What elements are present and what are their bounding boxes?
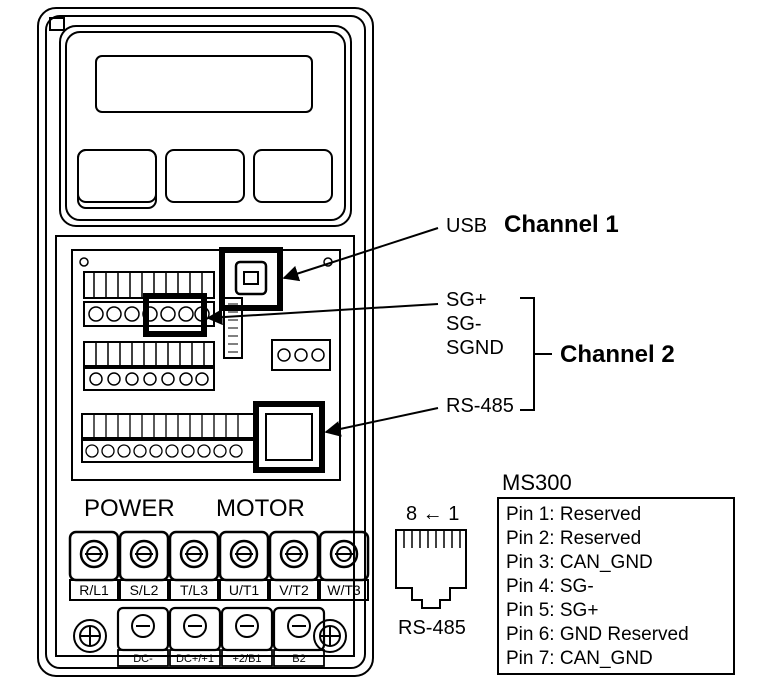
rj-top-note: 8 ← 1 <box>406 503 459 525</box>
dc-terminal-label: B2 <box>292 653 305 665</box>
terminal-label: S/L2 <box>130 582 159 598</box>
pinout-row: Pin 3: CAN_GND <box>506 552 653 573</box>
pinout-row: Pin 1: Reserved <box>506 504 641 525</box>
rj-connector: 8 ← 1 RS-485 <box>396 503 466 639</box>
dc-terminals: DC- DC+/+1 +2/B1 B2 <box>118 608 324 666</box>
rs485-label: RS-485 <box>446 395 514 417</box>
pinout-title: MS300 <box>502 470 572 495</box>
terminal-label: U/T1 <box>229 582 260 598</box>
device-body: POWER MOTOR <box>38 8 373 676</box>
pinout-box: MS300 Pin 1: Reserved Pin 2: Reserved Pin … <box>498 470 734 674</box>
terminal-label: W/T3 <box>327 582 361 598</box>
pinout-row: Pin 4: SG- <box>506 576 594 597</box>
usb-highlight <box>222 250 280 308</box>
power-label: POWER <box>84 495 175 522</box>
long-terminal-strip <box>82 414 254 462</box>
usb-prefix: USB <box>446 215 487 237</box>
motor-label: MOTOR <box>216 495 305 522</box>
dc-terminal-label: DC- <box>133 653 153 665</box>
terminal-label: T/L3 <box>180 582 208 598</box>
terminal-label: R/L1 <box>79 582 109 598</box>
big-terminals: R/L1 S/L2 T/L3 U/T1 V/T2 W/T3 <box>70 532 368 600</box>
channel1-label: Channel 1 <box>504 211 619 238</box>
pinout-row: Pin 6: GND Reserved <box>506 624 689 645</box>
keypad-buttons <box>78 150 332 208</box>
mid-terminal-strip <box>84 342 214 390</box>
rs485-highlight <box>256 404 322 470</box>
sg-minus-label: SG- <box>446 313 482 335</box>
aux-terminal <box>272 340 330 370</box>
pinout-row: Pin 2: Reserved <box>506 528 641 549</box>
pinout-row: Pin 7: CAN_GND <box>506 648 653 669</box>
dc-terminal-label: DC+/+1 <box>176 653 214 665</box>
pinout-row: Pin 5: SG+ <box>506 600 598 621</box>
rj-bottom-label: RS-485 <box>398 617 466 639</box>
terminal-label: V/T2 <box>279 582 309 598</box>
dc-terminal-label: +2/B1 <box>232 653 261 665</box>
channel2-label: Channel 2 <box>560 341 675 368</box>
sg-plus-label: SG+ <box>446 289 487 311</box>
sgnd-label: SGND <box>446 337 504 359</box>
